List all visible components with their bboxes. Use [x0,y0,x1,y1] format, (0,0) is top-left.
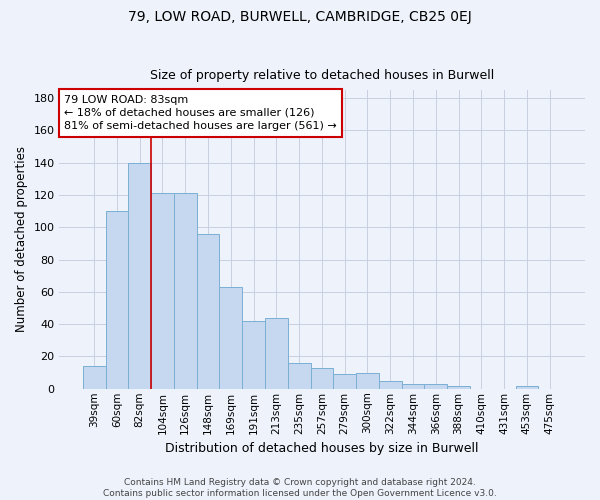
Bar [128,163,151,389]
Bar [242,321,265,389]
Bar [151,194,174,389]
Bar [447,386,470,389]
Bar [106,211,128,389]
Text: Contains HM Land Registry data © Crown copyright and database right 2024.
Contai: Contains HM Land Registry data © Crown c… [103,478,497,498]
Bar [379,380,401,389]
Title: Size of property relative to detached houses in Burwell: Size of property relative to detached ho… [150,69,494,82]
Bar [174,194,197,389]
Y-axis label: Number of detached properties: Number of detached properties [15,146,28,332]
Bar [515,386,538,389]
Text: 79 LOW ROAD: 83sqm
← 18% of detached houses are smaller (126)
81% of semi-detach: 79 LOW ROAD: 83sqm ← 18% of detached hou… [64,94,337,131]
Bar [334,374,356,389]
Bar [424,384,447,389]
Bar [265,318,288,389]
Bar [356,372,379,389]
X-axis label: Distribution of detached houses by size in Burwell: Distribution of detached houses by size … [165,442,479,455]
Bar [220,287,242,389]
Text: 79, LOW ROAD, BURWELL, CAMBRIDGE, CB25 0EJ: 79, LOW ROAD, BURWELL, CAMBRIDGE, CB25 0… [128,10,472,24]
Bar [288,363,311,389]
Bar [197,234,220,389]
Bar [83,366,106,389]
Bar [401,384,424,389]
Bar [311,368,334,389]
